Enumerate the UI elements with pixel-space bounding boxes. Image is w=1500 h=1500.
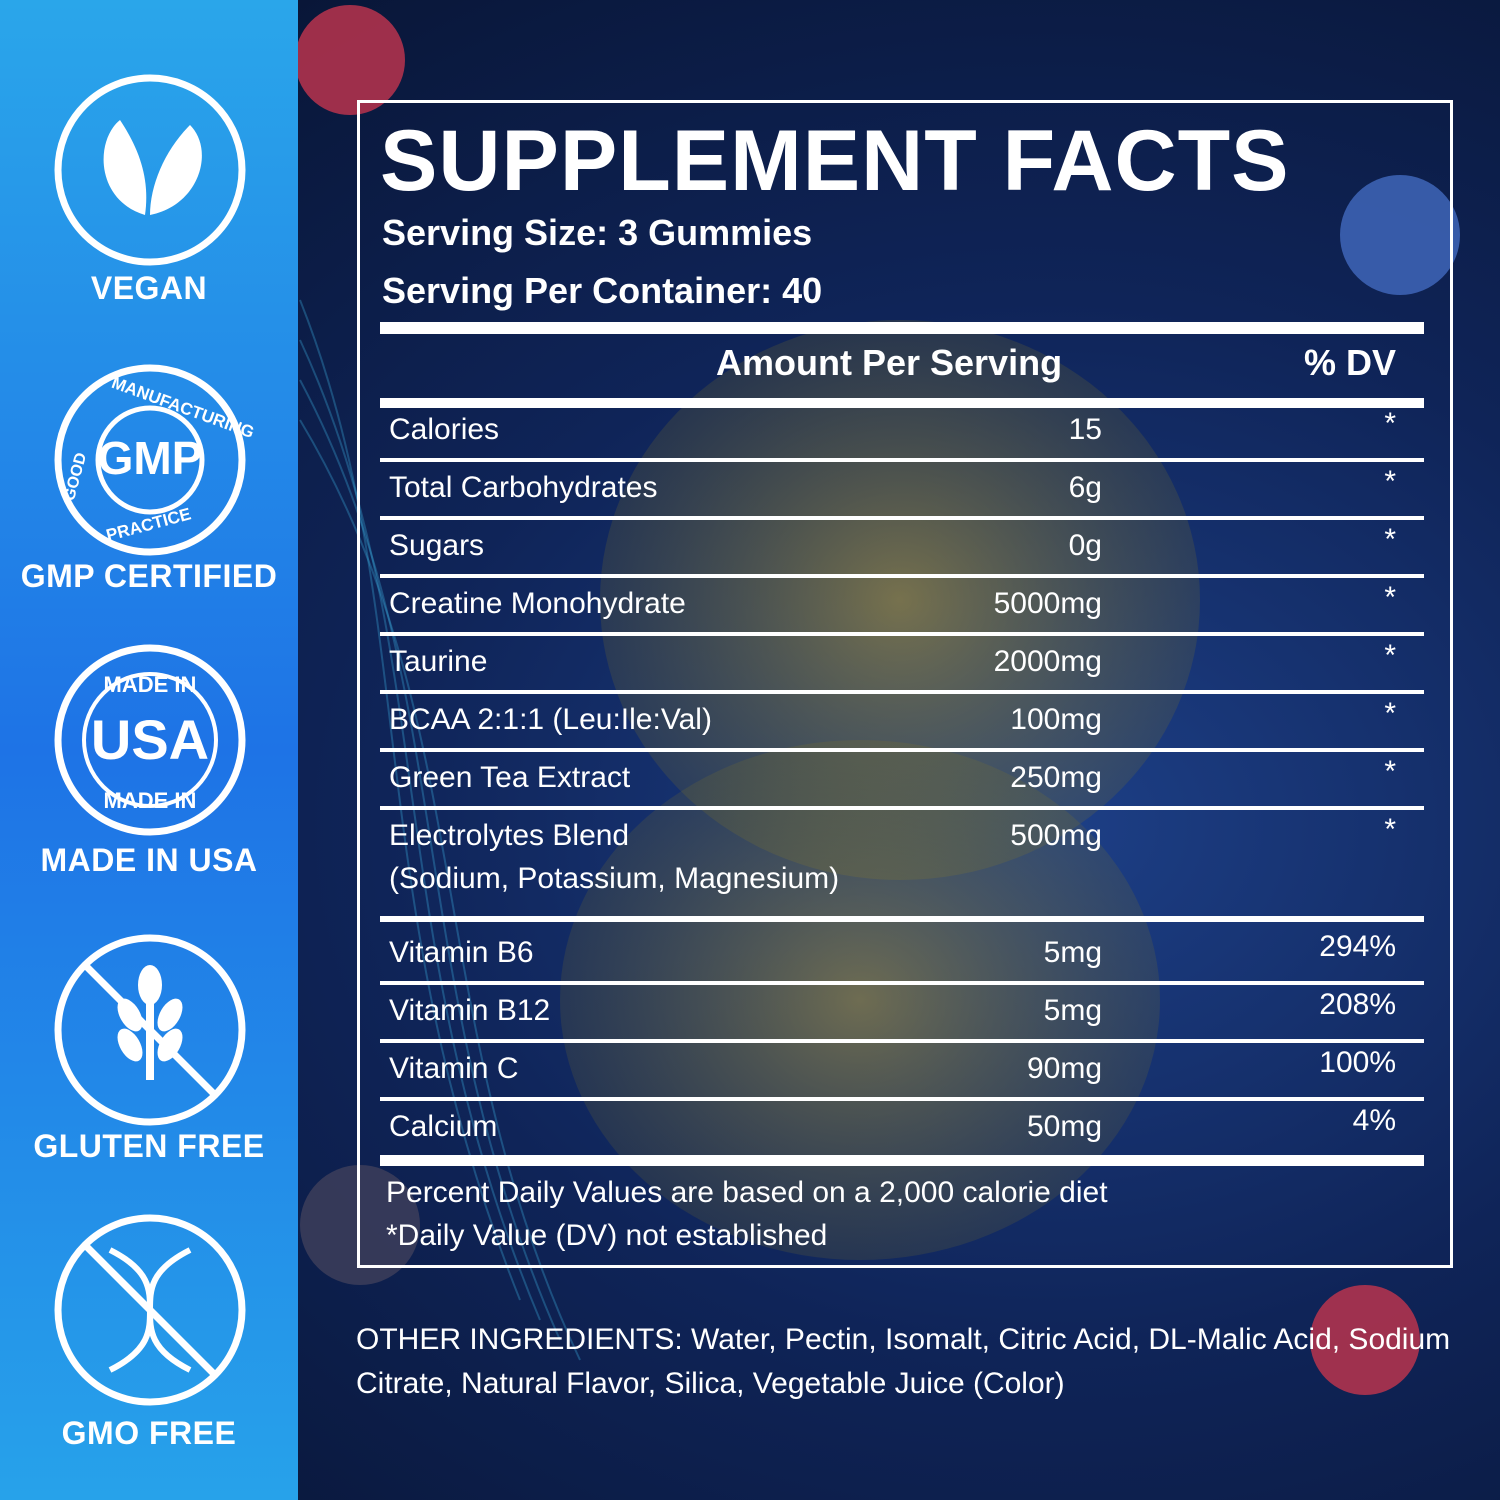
nutrient-amount: 250mg (1010, 761, 1102, 794)
nutrient-name: Vitamin B6 (389, 936, 534, 969)
footnote: Percent Daily Values are based on a 2,00… (386, 1176, 1108, 1209)
nutrient-name: Calories (389, 413, 500, 446)
badge-panel: GMP MANUFACTURING GOOD PRACTICE USA MADE… (0, 0, 298, 1500)
nutrient-amount: 5mg (1043, 994, 1102, 1027)
servings-per-container: Serving Per Container: 40 (382, 270, 823, 311)
facts-title: SUPPLEMENT FACTS (380, 113, 1290, 209)
divider (380, 458, 1424, 462)
nutrient-amount: 500mg (1010, 819, 1102, 852)
badge-label: GMO FREE (61, 1415, 237, 1451)
nutrient-dv: 294% (1319, 930, 1396, 963)
badge-label: MADE IN USA (40, 842, 258, 878)
divider (380, 916, 1424, 922)
nutrient-dv: * (1384, 813, 1396, 846)
divider (380, 574, 1424, 578)
other-ingredients: OTHER INGREDIENTS: Water, Pectin, Isomal… (356, 1323, 1451, 1400)
nutrient-dv: 100% (1319, 1046, 1396, 1079)
nutrient-name: Vitamin B12 (389, 994, 551, 1027)
divider (380, 690, 1424, 694)
divider (380, 632, 1424, 636)
nutrient-name: Green Tea Extract (389, 761, 631, 794)
nutrient-amount: 5000mg (993, 587, 1102, 620)
nutrient-dv: * (1384, 639, 1396, 672)
serving-size: Serving Size: 3 Gummies (382, 212, 813, 253)
badge-icons: GMP MANUFACTURING GOOD PRACTICE USA MADE… (54, 74, 257, 1406)
header-amount: Amount Per Serving (716, 342, 1063, 383)
badge-center: GMP (98, 432, 203, 484)
divider (380, 1155, 1424, 1166)
nutrient-name: BCAA 2:1:1 (Leu:Ile:Val) (389, 703, 712, 736)
divider (380, 1039, 1424, 1043)
nutrient-dv: * (1384, 755, 1396, 788)
facts-box (357, 100, 1453, 1268)
nutrient-amount: 2000mg (993, 645, 1102, 678)
nutrient-dv: * (1384, 407, 1396, 440)
badge-ring: MADE IN (104, 788, 197, 813)
divider (380, 398, 1424, 408)
divider (380, 322, 1424, 334)
nutrient-name: Total Carbohydrates (389, 471, 658, 504)
nutrient-dv: 4% (1352, 1104, 1396, 1137)
divider (380, 1097, 1424, 1101)
nutrient-dv: * (1384, 697, 1396, 730)
nutrient-name: Vitamin C (389, 1052, 519, 1085)
nutrient-name: Electrolytes Blend (389, 819, 630, 852)
nutrient-amount: 100mg (1010, 703, 1102, 736)
badge-ring: GOOD (61, 451, 90, 503)
nutrient-name: Sugars (389, 529, 485, 562)
nutrient-name: Creatine Monohydrate (389, 587, 686, 620)
badge-label: VEGAN (90, 270, 208, 306)
nutrient-dv: * (1384, 465, 1396, 498)
badge-center: USA (91, 708, 209, 771)
divider (380, 516, 1424, 520)
nutrient-name: Taurine (389, 645, 488, 678)
header-dv: % DV (1303, 342, 1396, 383)
nutrient-dv: * (1384, 581, 1396, 614)
nutrient-amount: 6g (1068, 471, 1102, 504)
divider (380, 806, 1424, 810)
divider (380, 748, 1424, 752)
divider (380, 981, 1424, 985)
nutrient-amount: 90mg (1026, 1052, 1102, 1085)
nutrient-amount: 0g (1068, 529, 1102, 562)
nutrient-amount: 50mg (1026, 1110, 1102, 1143)
nutrient-name: Calcium (389, 1110, 498, 1143)
nutrient-detail: (Sodium, Potassium, Magnesium) (389, 862, 840, 895)
footnote: *Daily Value (DV) not established (386, 1219, 828, 1252)
nutrient-dv: 208% (1319, 988, 1396, 1021)
nutrient-dv: * (1384, 523, 1396, 556)
badge-ring: MADE IN (104, 672, 197, 697)
badge-label: GLUTEN FREE (33, 1128, 265, 1164)
nutrient-amount: 15 (1068, 413, 1102, 446)
badge-label: GMP CERTIFIED (20, 558, 278, 594)
nutrient-amount: 5mg (1043, 936, 1102, 969)
